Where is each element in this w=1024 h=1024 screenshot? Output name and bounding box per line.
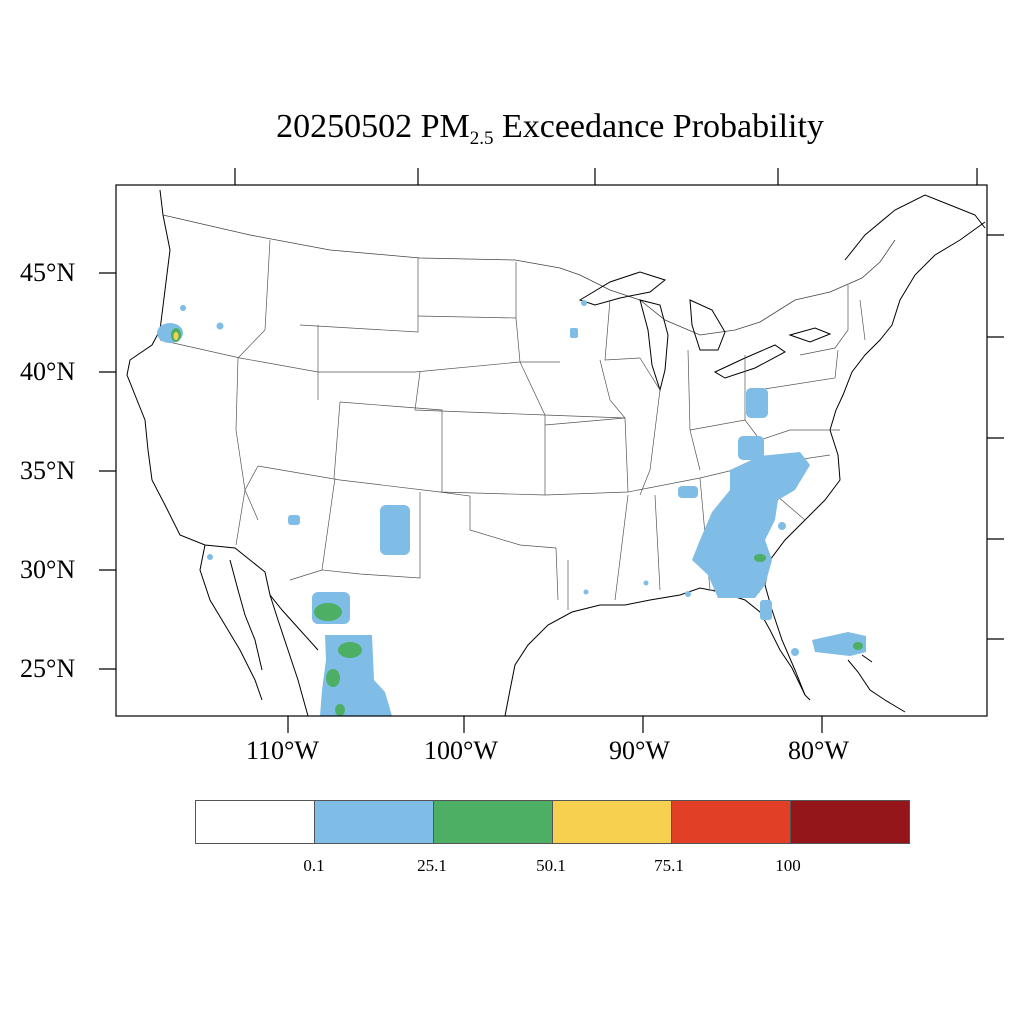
patch-florida-dot (791, 648, 799, 656)
patch-bahamas-core (853, 642, 863, 650)
legend-tick-label: 25.1 (417, 856, 447, 875)
patch-mexico-north-core (314, 603, 342, 621)
legend-tick-label: 50.1 (536, 856, 566, 875)
tick-marks (99, 168, 1004, 733)
patch-virginia (738, 436, 764, 460)
probability-patches (157, 300, 866, 716)
title-subscript: 2.5 (469, 128, 494, 149)
lake-huron (689, 299, 726, 351)
legend-swatch-1 (315, 801, 434, 843)
patch-carolina-dot (778, 522, 786, 530)
legend-tick-label: 0.1 (303, 856, 325, 875)
patch-alabama-dot (685, 591, 691, 597)
legend-tick-label: 100 (775, 856, 801, 875)
lon-label-90w: 90°W (609, 736, 670, 765)
coastline (126, 189, 319, 651)
patch-oregon-dot (180, 305, 186, 311)
patch-appalachia (692, 452, 810, 598)
patch-georgia-core (754, 554, 766, 562)
patch-wisconsin (570, 328, 578, 338)
patch-florida (760, 600, 772, 620)
legend-tick-label: 75.1 (654, 856, 684, 875)
patch-alabama-dot (643, 580, 649, 586)
patch-bahamas (812, 632, 866, 656)
lake-erie (713, 344, 786, 379)
lon-label-100w: 100°W (424, 736, 498, 765)
canada-coast (844, 194, 986, 261)
patch-mexico-south-core (335, 704, 345, 716)
title-prefix: 20250502 PM (276, 108, 470, 145)
patch-arizona (288, 515, 300, 525)
title-suffix: Exceedance Probability (493, 108, 824, 145)
legend-swatch-4 (672, 801, 791, 843)
patch-oregon-dot (216, 322, 224, 330)
map-title: 20250502 PM2.5 Exceedance Probability (0, 108, 1024, 150)
canada-border (162, 214, 896, 336)
lat-label-25: 25°N (20, 654, 76, 683)
lon-label-80w: 80°W (788, 736, 849, 765)
lon-label-110w: 110°W (246, 736, 319, 765)
mexico-west-coast (269, 594, 309, 716)
state-borders (159, 239, 866, 610)
patch-new-mexico (380, 505, 410, 555)
lake-michigan (639, 299, 669, 392)
patch-wisconsin (581, 300, 587, 306)
legend-swatch-0 (196, 801, 315, 843)
lake-ontario (788, 327, 832, 343)
baja-coast (199, 544, 263, 701)
lat-label-35: 35°N (20, 456, 76, 485)
patch-tennessee (678, 486, 698, 498)
map-frame (115, 184, 988, 717)
patch-ohio-valley (746, 388, 768, 418)
lat-label-40: 40°N (20, 357, 76, 386)
gulf-coast (504, 587, 811, 716)
patch-mexico-south-core (338, 642, 362, 658)
lat-label-45: 45°N (20, 258, 76, 287)
legend-swatch-3 (553, 801, 672, 843)
patch-oregon-peak (173, 332, 179, 340)
patch-mexico-south (320, 635, 392, 716)
patch-mexico-south-core (326, 669, 340, 687)
lake-superior (578, 271, 667, 306)
color-legend (195, 800, 910, 844)
legend-swatch-2 (434, 801, 553, 843)
patch-baja (207, 554, 213, 560)
patch-louisiana-dot (583, 589, 589, 595)
lat-label-30: 30°N (20, 555, 76, 584)
legend-swatch-5 (791, 801, 909, 843)
bahamas (847, 654, 906, 713)
